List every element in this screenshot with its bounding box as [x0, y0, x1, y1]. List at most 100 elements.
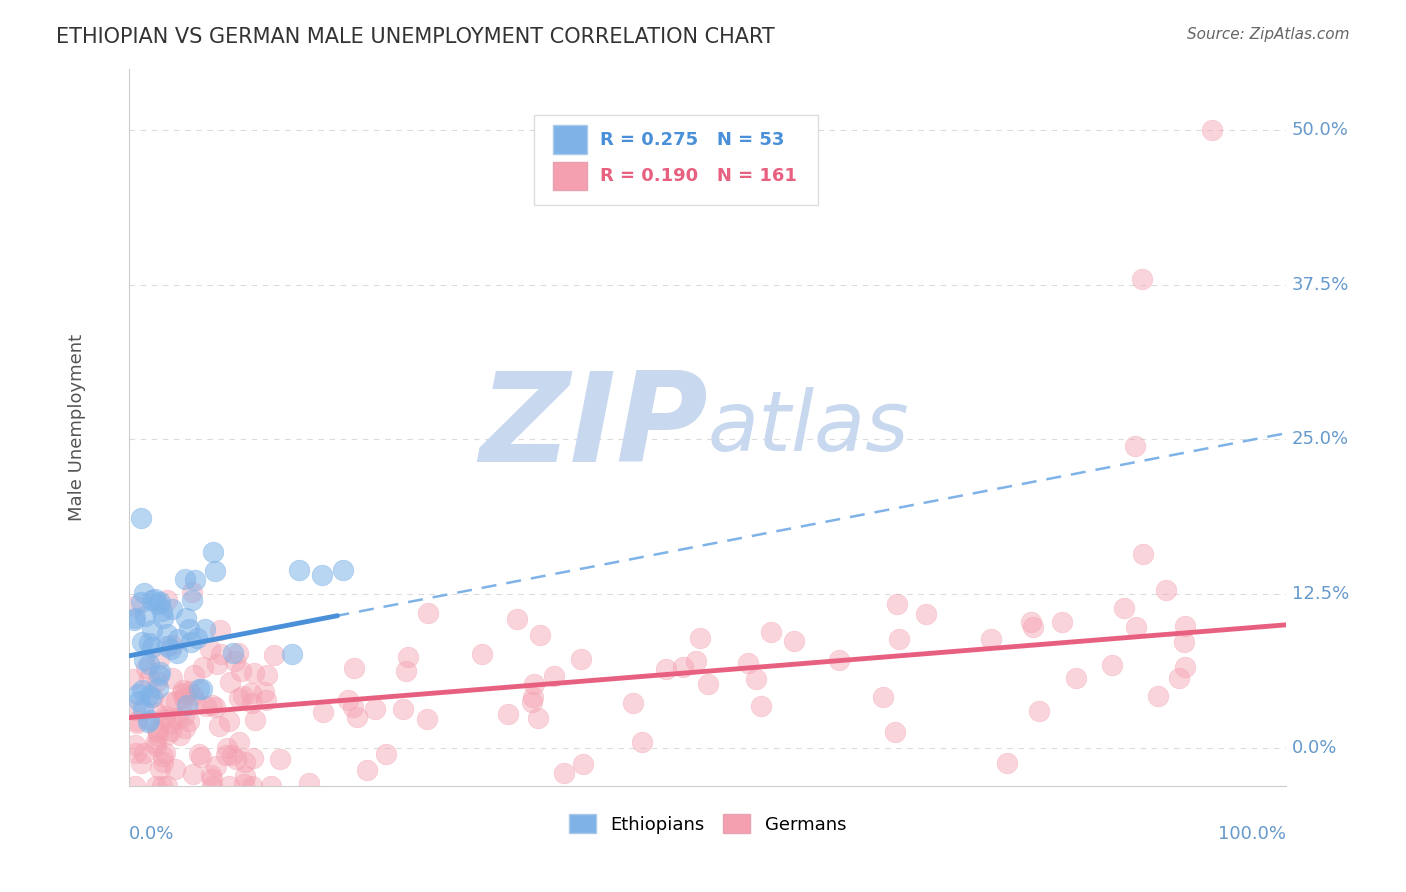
Point — [125, 714, 148, 728]
Point — [201, 772, 224, 786]
Point — [529, 628, 551, 642]
Point — [243, 713, 266, 727]
Point — [195, 699, 218, 714]
Text: R = 0.190   N = 161: R = 0.190 N = 161 — [600, 167, 797, 185]
Point — [166, 646, 188, 660]
Point — [156, 728, 179, 742]
Point — [150, 779, 173, 793]
Point — [138, 713, 160, 727]
Point — [148, 730, 170, 744]
Point — [256, 667, 278, 681]
Text: ZIP: ZIP — [479, 367, 707, 488]
Point — [221, 747, 243, 762]
Text: 50.0%: 50.0% — [1292, 121, 1348, 139]
Point — [131, 702, 153, 716]
Point — [332, 563, 354, 577]
Point — [177, 622, 200, 636]
Point — [239, 686, 262, 700]
Point — [174, 611, 197, 625]
Point — [523, 676, 546, 690]
Point — [254, 692, 277, 706]
Point — [995, 756, 1018, 771]
Point — [215, 748, 238, 763]
Point — [696, 676, 718, 690]
Point — [543, 668, 565, 682]
Point — [1147, 689, 1170, 703]
Point — [183, 767, 205, 781]
Point — [191, 659, 214, 673]
Point — [152, 604, 174, 618]
Point — [146, 706, 169, 720]
Text: 100.0%: 100.0% — [1218, 825, 1286, 843]
Point — [201, 698, 224, 712]
Point — [205, 657, 228, 671]
Point — [522, 690, 544, 705]
Point — [143, 591, 166, 606]
Text: atlas: atlas — [707, 386, 910, 467]
Point — [737, 656, 759, 670]
Point — [153, 709, 176, 723]
Point — [172, 683, 194, 698]
Point — [783, 634, 806, 648]
Point — [131, 635, 153, 649]
Point — [142, 690, 165, 704]
Point — [174, 721, 197, 735]
Point — [418, 606, 440, 620]
Point — [527, 711, 550, 725]
Point — [242, 697, 264, 711]
Point — [124, 738, 146, 752]
Point — [174, 573, 197, 587]
Point — [148, 681, 170, 696]
Point — [356, 764, 378, 778]
Point — [148, 652, 170, 666]
Point — [887, 632, 910, 646]
Point — [173, 691, 195, 706]
Point — [160, 671, 183, 685]
Point — [689, 632, 711, 646]
Point — [886, 597, 908, 611]
Point — [129, 594, 152, 608]
Text: Male Unemployment: Male Unemployment — [69, 334, 86, 521]
Point — [672, 660, 695, 674]
Point — [128, 694, 150, 708]
Point — [205, 759, 228, 773]
Point — [1050, 615, 1073, 630]
Point — [190, 682, 212, 697]
Point — [148, 668, 170, 682]
Point — [135, 661, 157, 675]
Point — [202, 545, 225, 559]
Point — [569, 652, 592, 666]
Point — [749, 699, 772, 714]
Point — [188, 682, 211, 697]
Point — [124, 599, 146, 613]
Point — [145, 779, 167, 793]
Point — [1066, 671, 1088, 685]
Point — [156, 627, 179, 641]
Point — [337, 693, 360, 707]
Point — [125, 746, 148, 760]
Point — [187, 747, 209, 761]
Point — [218, 714, 240, 728]
Point — [208, 718, 231, 732]
Point — [221, 646, 243, 660]
Point — [1132, 548, 1154, 562]
Point — [152, 611, 174, 625]
Point — [179, 684, 201, 698]
Point — [134, 586, 156, 600]
Point — [228, 646, 250, 660]
FancyBboxPatch shape — [553, 161, 588, 190]
Point — [141, 592, 163, 607]
Point — [229, 664, 252, 678]
Point — [201, 779, 224, 793]
Point — [166, 711, 188, 725]
Point — [233, 755, 256, 769]
Point — [240, 779, 263, 793]
Point — [176, 698, 198, 712]
Point — [228, 691, 250, 706]
Text: R = 0.275   N = 53: R = 0.275 N = 53 — [600, 131, 785, 149]
Point — [298, 775, 321, 789]
Point — [136, 714, 159, 729]
Point — [553, 766, 575, 780]
Point — [204, 564, 226, 578]
Point — [138, 688, 160, 702]
